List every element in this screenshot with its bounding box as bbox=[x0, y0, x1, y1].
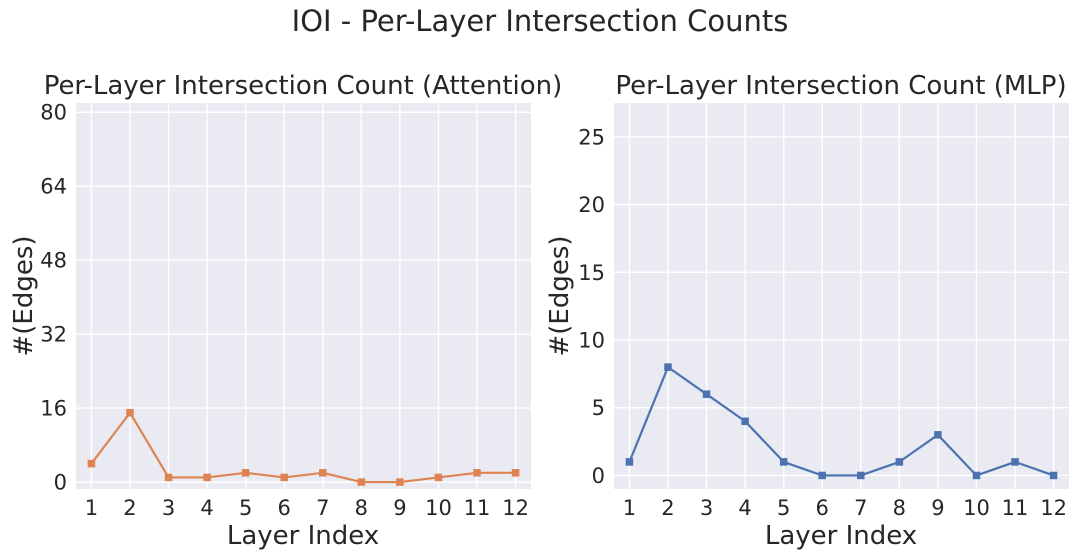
attention-x-tick-label: 2 bbox=[123, 496, 136, 520]
mlp-data-point bbox=[702, 390, 711, 398]
mlp-x-tick-label: 2 bbox=[661, 496, 674, 520]
mlp-panel-title: Per-Layer Intersection Count (MLP) bbox=[615, 71, 1066, 101]
attention-data-point bbox=[280, 473, 288, 482]
attention-y-ticks: 0 16 32 48 64 80 bbox=[40, 101, 67, 495]
mlp-x-tick-label: 10 bbox=[963, 496, 990, 520]
attention-x-tick-label: 1 bbox=[85, 496, 98, 520]
mlp-y-axis-label: #(Edges) bbox=[545, 235, 575, 356]
attention-x-tick-label: 9 bbox=[393, 496, 406, 520]
mlp-data-point bbox=[625, 458, 634, 466]
attention-y-tick-label: 0 bbox=[54, 471, 67, 495]
attention-panel: Per-Layer Intersection Count (Attention)… bbox=[9, 71, 562, 551]
mlp-y-tick-label: 10 bbox=[578, 329, 605, 353]
mlp-series-line bbox=[628, 366, 1054, 477]
mlp-data-point bbox=[818, 471, 826, 480]
mlp-x-tick-label: 7 bbox=[854, 496, 867, 520]
mlp-y-ticks: 0 5 10 15 20 25 bbox=[578, 125, 605, 488]
mlp-x-tick-label: 5 bbox=[777, 496, 790, 520]
attention-data-point bbox=[87, 459, 96, 468]
mlp-x-tick-label: 12 bbox=[1040, 496, 1067, 520]
attention-panel-title: Per-Layer Intersection Count (Attention) bbox=[44, 71, 563, 101]
mlp-x-axis-label: Layer Index bbox=[765, 521, 917, 551]
attention-x-tick-label: 7 bbox=[316, 496, 329, 520]
mlp-y-tick-label: 5 bbox=[592, 396, 605, 420]
attention-y-tick-label: 80 bbox=[40, 101, 67, 125]
attention-x-ticks: 1 2 3 4 5 6 7 8 9 10 11 12 bbox=[85, 496, 529, 520]
mlp-y-tick-label: 0 bbox=[592, 464, 605, 488]
mlp-x-tick-label: 4 bbox=[738, 496, 751, 520]
attention-x-tick-label: 8 bbox=[355, 496, 368, 520]
mlp-data-point bbox=[895, 458, 904, 466]
mlp-y-tick-label: 25 bbox=[578, 125, 605, 149]
attention-data-point bbox=[241, 469, 250, 477]
mlp-data-point bbox=[857, 471, 865, 480]
mlp-data-point bbox=[1049, 471, 1058, 480]
mlp-x-tick-label: 1 bbox=[623, 496, 636, 520]
attention-data-point bbox=[473, 469, 481, 477]
mlp-x-tick-label: 8 bbox=[893, 496, 906, 520]
attention-data-point bbox=[164, 473, 173, 482]
attention-y-tick-label: 64 bbox=[40, 175, 67, 199]
mlp-x-tick-label: 6 bbox=[816, 496, 829, 520]
attention-x-axis-label: Layer Index bbox=[227, 521, 379, 551]
attention-y-tick-label: 48 bbox=[40, 249, 67, 273]
mlp-data-point bbox=[741, 417, 749, 426]
attention-x-tick-label: 3 bbox=[162, 496, 175, 520]
attention-y-tick-label: 32 bbox=[40, 323, 67, 347]
attention-data-point bbox=[434, 473, 443, 482]
mlp-data-point bbox=[664, 363, 672, 371]
attention-data-point bbox=[357, 478, 366, 486]
mlp-data-point bbox=[934, 431, 942, 439]
attention-data-point bbox=[511, 469, 520, 477]
attention-grid bbox=[76, 103, 531, 489]
mlp-x-ticks: 1 2 3 4 5 6 7 8 9 10 11 12 bbox=[623, 496, 1067, 520]
attention-data-point bbox=[319, 469, 327, 477]
attention-data-point bbox=[396, 478, 404, 486]
attention-plot-area bbox=[76, 103, 531, 489]
mlp-y-tick-label: 20 bbox=[578, 193, 605, 217]
mlp-grid bbox=[614, 103, 1069, 489]
attention-x-tick-label: 11 bbox=[464, 496, 491, 520]
attention-x-tick-label: 12 bbox=[502, 496, 529, 520]
attention-data-point bbox=[203, 473, 211, 482]
attention-x-tick-label: 10 bbox=[425, 496, 452, 520]
mlp-x-tick-label: 11 bbox=[1002, 496, 1029, 520]
mlp-data-point bbox=[972, 471, 981, 480]
mlp-plot-area bbox=[614, 103, 1069, 489]
mlp-x-tick-label: 3 bbox=[700, 496, 713, 520]
mlp-data-point bbox=[779, 458, 788, 466]
mlp-y-tick-label: 15 bbox=[578, 261, 605, 285]
attention-series-line bbox=[90, 411, 516, 484]
mlp-series bbox=[625, 363, 1058, 480]
mlp-panel: Per-Layer Intersection Count (MLP) 0 5 10 1… bbox=[545, 71, 1069, 551]
attention-series bbox=[87, 408, 520, 486]
attention-y-tick-label: 16 bbox=[40, 397, 67, 421]
mlp-data-point bbox=[1011, 458, 1019, 466]
attention-x-tick-label: 6 bbox=[278, 496, 291, 520]
figure-title: IOI - Per-Layer Intersection Counts bbox=[292, 4, 789, 38]
mlp-x-tick-label: 9 bbox=[931, 496, 944, 520]
attention-x-tick-label: 4 bbox=[200, 496, 213, 520]
attention-x-tick-label: 5 bbox=[239, 496, 252, 520]
attention-data-point bbox=[126, 408, 134, 417]
attention-y-axis-label: #(Edges) bbox=[9, 235, 39, 356]
